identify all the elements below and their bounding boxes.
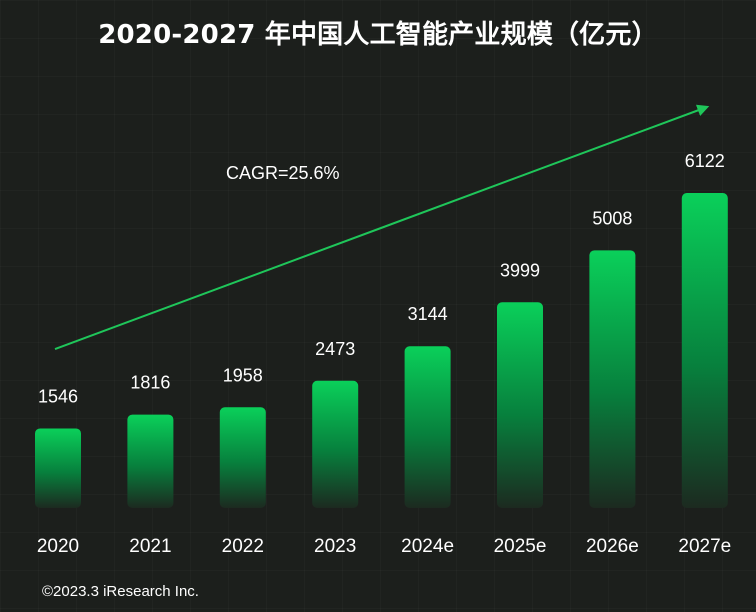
category-label-2027e: 2027e xyxy=(678,536,731,557)
value-label-2025e: 3999 xyxy=(500,260,540,280)
bar-2023 xyxy=(312,380,359,508)
value-label-2023: 2473 xyxy=(315,339,355,359)
category-label-2021: 2021 xyxy=(129,536,171,557)
chart-title: 2020-2027 年中国人工智能产业规模（亿元） xyxy=(98,20,658,50)
bar-2026e xyxy=(589,250,636,509)
category-label-2022: 2022 xyxy=(222,536,264,557)
source-credit: ©2023.3 iResearch Inc. xyxy=(42,583,199,600)
value-label-2027e: 6122 xyxy=(685,151,725,171)
category-label-2025e: 2025e xyxy=(494,536,547,557)
value-label-2026e: 5008 xyxy=(592,208,632,228)
bars-group xyxy=(35,193,728,509)
value-label-2022: 1958 xyxy=(223,365,263,385)
category-label-2020: 2020 xyxy=(37,536,79,557)
cagr-annotation: CAGR=25.6% xyxy=(226,163,340,183)
category-label-2023: 2023 xyxy=(314,536,356,557)
bar-2027e xyxy=(681,193,728,508)
value-labels-group: 1546 1816 1958 2473 3144 3999 5008 6122 xyxy=(38,151,725,406)
category-labels-group: 2020 2021 2022 2023 2024e 2025e 2026e 2027e xyxy=(37,536,731,557)
value-label-2020: 1546 xyxy=(38,386,78,406)
bar-2024e xyxy=(404,346,451,508)
bar-2025e xyxy=(497,302,543,508)
category-label-2024e: 2024e xyxy=(401,536,454,557)
bar-2020 xyxy=(35,428,81,508)
value-label-2024e: 3144 xyxy=(408,304,448,324)
cagr-trend-arrow xyxy=(54,104,710,350)
value-label-2021: 1816 xyxy=(130,373,170,393)
bar-2021 xyxy=(127,414,174,508)
category-label-2026e: 2026e xyxy=(586,536,639,557)
bar-2022 xyxy=(219,407,266,508)
